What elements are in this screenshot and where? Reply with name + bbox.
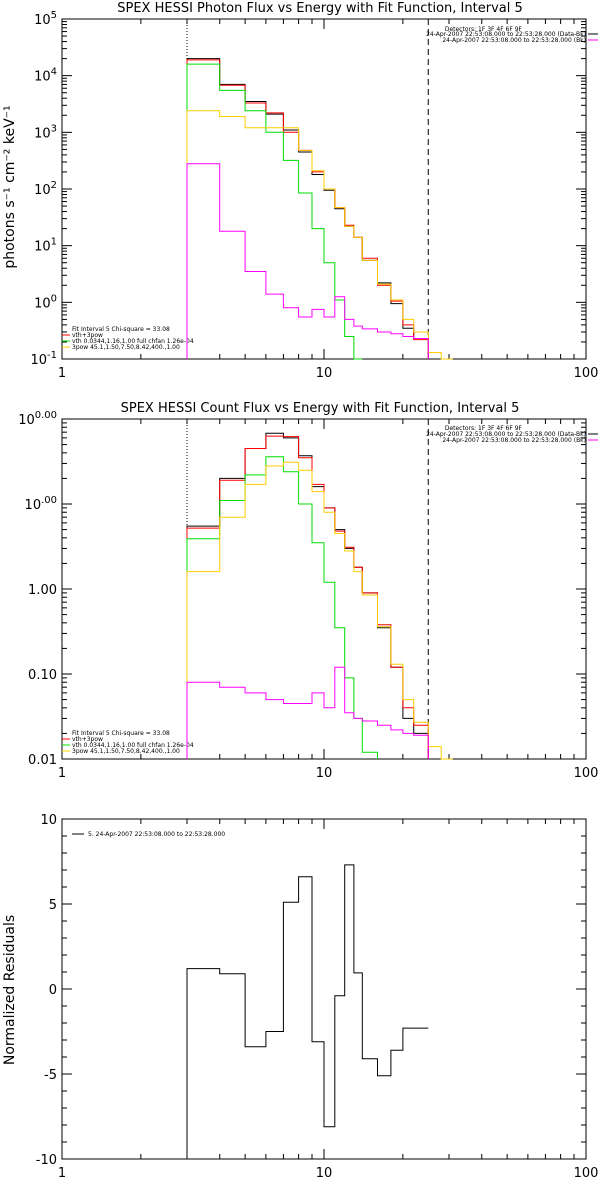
y-tick-label: 103 — [34, 123, 57, 141]
y-tick-label: -5 — [44, 1068, 57, 1083]
y-tick-label: 105 — [34, 10, 57, 28]
photon-flux-info-text: Detectors: 1F 3F 4F 6F 9F 24-Apr-2007 22… — [426, 26, 586, 44]
series-3-line — [186, 110, 453, 360]
series-4-line — [186, 163, 429, 359]
count-info-line: 24-Apr-2007 22:53:08.000 to 22:53:28.000… — [442, 437, 586, 444]
photon-flux-title: SPEX HESSI Photon Flux vs Energy with Fi… — [117, 1, 523, 16]
series-0-line — [186, 432, 429, 759]
y-tick-label: -10 — [36, 1153, 57, 1168]
x-tick-label: 1 — [58, 766, 66, 781]
photon-flux-panel: SPEX HESSI Photon Flux vs Energy with Fi… — [2, 1, 598, 381]
residuals-panel: Normalized Residuals 5. 24-Apr-2007 22:5… — [2, 813, 598, 1181]
x-tick-label: 100 — [574, 1166, 599, 1181]
y-tick-label: 10 — [40, 813, 57, 828]
count-flux-fit-text: Fit Interval 5 Chi-square = 33.08 vth+3p… — [72, 730, 194, 755]
y-tick-label: 1.00 — [28, 583, 57, 598]
photon-flux-fit-text: Fit Interval 5 Chi-square = 33.08 vth+3p… — [72, 326, 194, 351]
photon-info-line: Detectors: 1F 3F 4F 6F 9F — [445, 26, 523, 33]
series-3-line — [186, 461, 453, 760]
count-flux-info-text: Detectors: 1F 3F 4F 6F 9F 24-Apr-2007 22… — [426, 425, 586, 444]
count-flux-panel: SPEX HESSI Count Flux vs Energy with Fit… — [18, 401, 598, 781]
count-info-line: Detectors: 1F 3F 4F 6F 9F — [445, 425, 523, 432]
x-tick-label: 1 — [58, 366, 66, 381]
count-fit-line: 3pow 45.1,1.50,7.50,8.42,400.,1.00 — [72, 748, 180, 755]
residuals-y-axis-label: Normalized Residuals — [2, 915, 18, 1065]
photon-info-line: 24-Apr-2007 22:53:08.000 to 22:53:28.000… — [442, 37, 586, 44]
count-fit-line: Fit Interval 5 Chi-square = 33.08 — [72, 730, 170, 737]
photon-fit-line: 3pow 45.1,1.50,7.50,8.42,400.,1.00 — [72, 344, 180, 351]
y-tick-label: 100.00 — [18, 410, 57, 428]
x-tick-label: 100 — [574, 766, 599, 781]
y-tick-label: 10.00 — [25, 495, 57, 513]
series-0-line — [186, 58, 429, 359]
x-tick-label: 10 — [316, 366, 333, 381]
y-tick-label: 10-1 — [30, 350, 57, 368]
series-2-line — [186, 63, 363, 360]
y-tick-label: 104 — [34, 67, 57, 85]
series-1-line — [186, 435, 429, 759]
y-tick-label: 0.01 — [28, 753, 57, 768]
photon-fit-line: vth+3pow — [72, 332, 103, 339]
photon-fit-line: vth 0.0344,1.16,1.00 full chfan 1.26e-04 — [72, 338, 194, 345]
photon-info-line: 24-Apr-2007 22:53:08.000 to 22:53:28.000… — [426, 31, 586, 38]
y-tick-label: 0.10 — [28, 668, 57, 683]
y-tick-label: 102 — [34, 180, 57, 198]
count-fit-line: vth+3pow — [72, 736, 103, 743]
x-tick-label: 1 — [58, 1166, 66, 1181]
series-2-line — [186, 456, 378, 759]
series-4-line — [186, 666, 429, 759]
count-flux-title: SPEX HESSI Count Flux vs Energy with Fit… — [121, 401, 520, 416]
y-tick-label: 0 — [49, 983, 57, 998]
series-0-line — [186, 864, 429, 1159]
count-info-line: 24-Apr-2007 22:53:08.000 to 22:53:28.000… — [426, 431, 586, 438]
residuals-legend-text: 5. 24-Apr-2007 22:53:08.000 to 22:53:28.… — [88, 831, 225, 838]
photon-flux-y-axis-label: photons s⁻¹ cm⁻² keV⁻¹ — [2, 105, 18, 268]
y-tick-label: 100 — [34, 293, 57, 311]
y-tick-label: 101 — [34, 237, 57, 255]
x-tick-label: 10 — [316, 1166, 333, 1181]
count-fit-line: vth 0.0344,1.16,1.00 full chfan 1.26e-04 — [72, 742, 194, 749]
series-1-line — [186, 59, 429, 359]
x-tick-label: 10 — [316, 766, 333, 781]
y-tick-label: 5 — [49, 898, 57, 913]
x-tick-label: 100 — [574, 366, 599, 381]
photon-fit-line: Fit Interval 5 Chi-square = 33.08 — [72, 326, 170, 333]
